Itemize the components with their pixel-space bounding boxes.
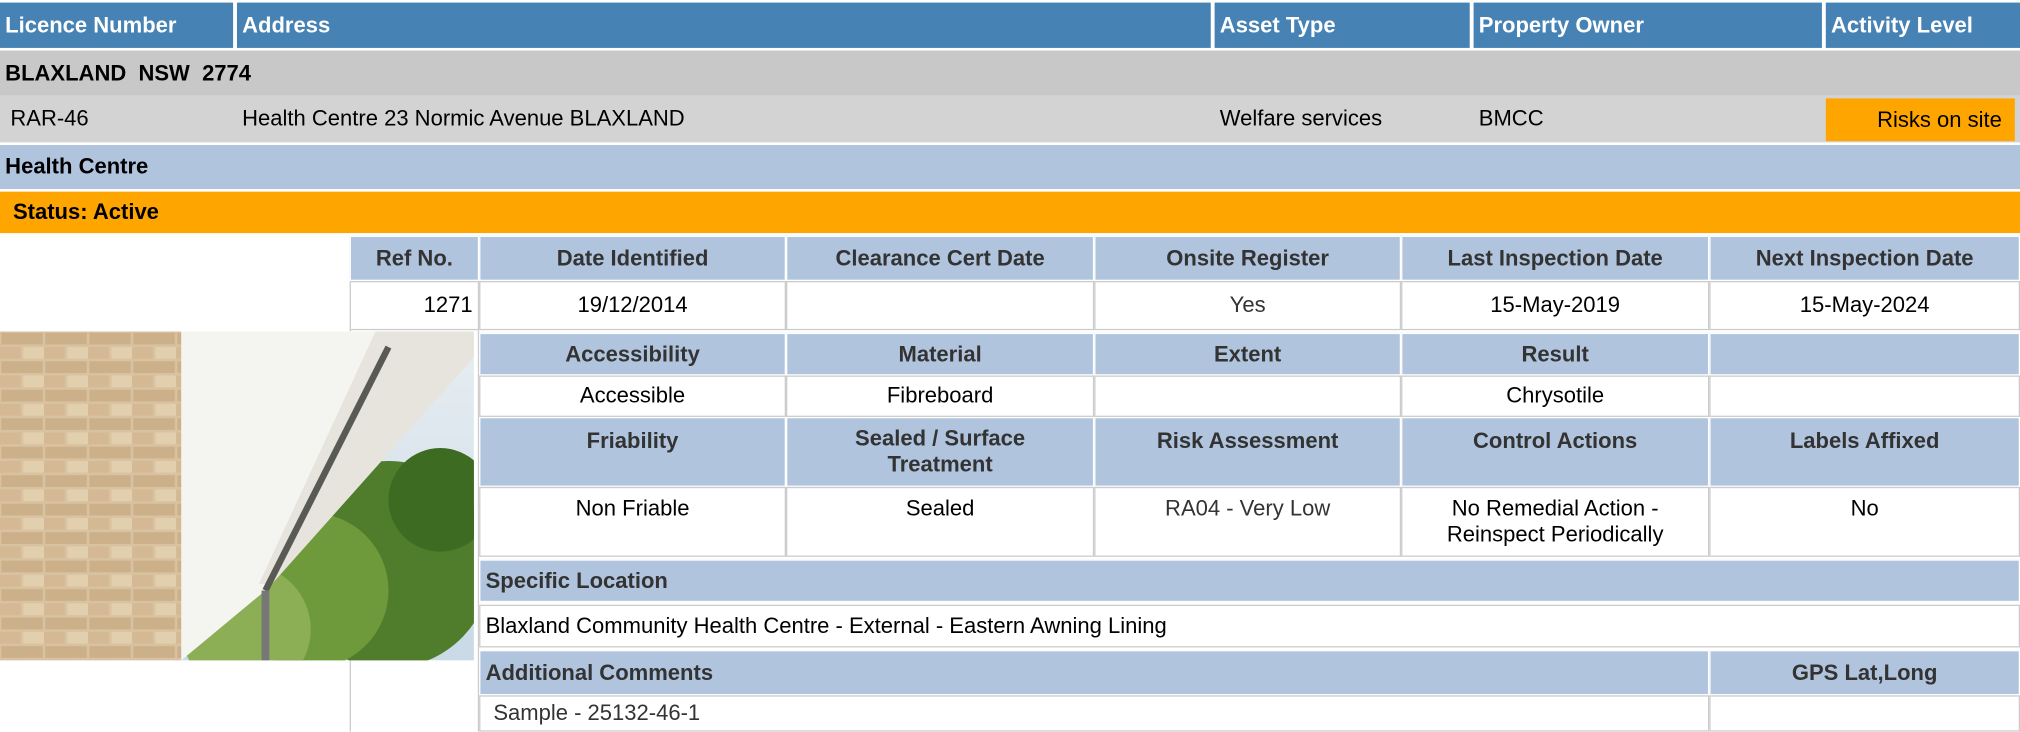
property-owner: BMCC [1478, 106, 1544, 131]
field-label: Material [786, 332, 1095, 376]
empty-label [1709, 332, 2020, 376]
site-name: Health Centre [0, 145, 2020, 190]
field-label: Risk Assessment [1094, 416, 1402, 487]
asset-type: Welfare services [1219, 106, 1383, 131]
field-value: 15-May-2024 [1709, 280, 2020, 331]
licence-number: RAR-46 [10, 106, 89, 131]
field-label: Accessibility [479, 332, 787, 376]
field-value: Non Friable [479, 486, 787, 557]
field-value: 1271 [349, 280, 480, 331]
location-group: BLAXLAND NSW 2774 [0, 50, 2020, 96]
field-label: Date Identified [479, 235, 787, 281]
field-label: Next Inspection Date [1709, 235, 2020, 281]
section-label: Additional Comments [479, 650, 1710, 696]
field-label: Labels Affixed [1709, 416, 2020, 487]
activity-level: Risks on site [1825, 98, 2015, 142]
column-header[interactable]: Asset Type [1214, 2, 1470, 48]
field-label: Ref No. [349, 235, 480, 281]
field-label: Clearance Cert Date [786, 235, 1095, 281]
column-header[interactable]: Property Owner [1473, 2, 1822, 48]
empty-cell [1094, 375, 1402, 417]
field-label: Last Inspection Date [1401, 235, 1710, 281]
field-value: No Remedial Action - Reinspect Periodica… [1401, 486, 1710, 557]
field-value: No [1709, 486, 2020, 557]
status: Status: Active [0, 191, 2020, 234]
address: Health Centre 23 Normic Avenue BLAXLAND [242, 106, 685, 131]
section-value: Sample - 25132-46-1 [479, 695, 1710, 732]
field-label: Control Actions [1401, 416, 1710, 487]
field-value: Chrysotile [1401, 375, 1710, 417]
field-value: 15-May-2019 [1401, 280, 1710, 331]
field-label: Sealed / Surface Treatment [786, 416, 1095, 487]
field-value: RA04 - Very Low [1094, 486, 1402, 557]
record-row[interactable] [0, 95, 2020, 143]
section-label: Specific Location [479, 559, 2020, 603]
field-value: Fibreboard [786, 375, 1095, 417]
empty-cell [1709, 375, 2020, 417]
field-label: Onsite Register [1094, 235, 1402, 281]
section-label: GPS Lat,Long [1709, 650, 2020, 696]
field-value: Yes [1094, 280, 1402, 331]
field-label: Friability [479, 416, 787, 487]
column-header[interactable]: Licence Number [0, 2, 234, 48]
field-label: Extent [1094, 332, 1402, 376]
column-header[interactable]: Address [236, 2, 1211, 48]
field-value: Accessible [479, 375, 787, 417]
field-value: Sealed [786, 486, 1095, 557]
field-value: 19/12/2014 [479, 280, 787, 331]
asset-photo[interactable] [0, 331, 474, 661]
column-header[interactable]: Activity Level [1825, 2, 2020, 48]
empty-cell [786, 280, 1095, 331]
empty-cell [1709, 695, 2020, 732]
section-value: Blaxland Community Health Centre - Exter… [479, 604, 2020, 648]
field-label: Result [1401, 332, 1710, 376]
